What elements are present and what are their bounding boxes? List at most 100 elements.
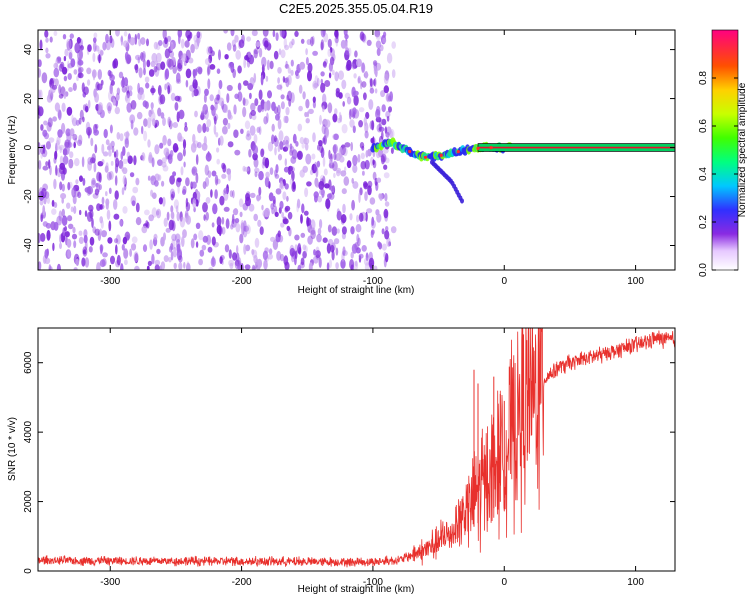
- noise-blob: [175, 205, 179, 213]
- noise-blob: [227, 109, 231, 115]
- noise-blob: [55, 142, 58, 153]
- noise-blob: [67, 182, 71, 191]
- noise-blob: [332, 133, 339, 140]
- noise-blob: [327, 102, 333, 114]
- noise-blob: [339, 114, 343, 123]
- noise-blob: [287, 67, 291, 74]
- noise-blob: [207, 78, 211, 90]
- noise-blob: [185, 215, 191, 225]
- noise-blob: [70, 206, 74, 213]
- noise-blob: [75, 258, 80, 266]
- noise-blob: [303, 137, 310, 145]
- noise-blob: [89, 236, 95, 246]
- noise-blob: [323, 168, 328, 176]
- noise-blob: [312, 100, 316, 109]
- noise-blob: [331, 226, 338, 236]
- noise-blob: [346, 59, 352, 71]
- noise-blob: [94, 188, 99, 196]
- colorbar-label: Normalized spectral amplitude: [737, 82, 748, 217]
- noise-blob: [249, 125, 256, 136]
- noise-blob: [172, 122, 179, 128]
- noise-blob: [198, 258, 204, 266]
- noise-blob: [241, 34, 245, 44]
- noise-blob: [97, 102, 104, 113]
- noise-blob: [248, 203, 255, 212]
- noise-blob: [381, 131, 384, 140]
- noise-blob: [237, 91, 243, 102]
- noise-blob: [201, 244, 207, 251]
- noise-blob: [121, 187, 125, 196]
- noise-blob: [216, 68, 221, 74]
- noise-blob: [314, 75, 319, 86]
- noise-blob: [51, 199, 55, 207]
- noise-blob: [72, 82, 77, 92]
- noise-blob: [215, 132, 219, 138]
- noise-blob: [195, 154, 199, 166]
- noise-blob: [328, 62, 333, 72]
- noise-blob: [284, 158, 287, 167]
- noise-blob: [195, 199, 199, 207]
- noise-blob: [227, 141, 234, 148]
- noise-blob: [146, 59, 151, 68]
- noise-blob: [88, 246, 93, 253]
- noise-blob: [254, 167, 260, 173]
- noise-blob: [203, 214, 206, 221]
- noise-blob: [75, 179, 79, 185]
- noise-blob: [176, 72, 181, 83]
- noise-blob: [79, 175, 83, 182]
- noise-blob: [68, 158, 74, 169]
- noise-blob: [374, 30, 381, 38]
- noise-blob: [307, 62, 313, 73]
- noise-blob: [207, 246, 213, 253]
- noise-blob: [243, 220, 247, 232]
- noise-blob: [116, 87, 121, 96]
- noise-blob: [57, 129, 63, 138]
- noise-blob: [69, 33, 75, 39]
- noise-blob: [142, 100, 148, 108]
- noise-blob: [343, 176, 350, 186]
- noise-blob: [163, 255, 169, 263]
- noise-blob: [343, 40, 348, 50]
- noise-blob: [335, 87, 340, 94]
- noise-blob: [202, 202, 208, 213]
- noise-blob: [86, 126, 92, 136]
- noise-blob: [151, 157, 155, 168]
- noise-blob: [192, 133, 196, 144]
- noise-blob: [203, 93, 207, 103]
- noise-blob: [62, 155, 69, 165]
- noise-blob: [61, 183, 65, 192]
- noise-blob: [291, 170, 295, 181]
- noise-blob: [190, 238, 195, 249]
- noise-blob: [256, 126, 261, 133]
- noise-blob: [368, 99, 374, 110]
- noise-blob: [232, 208, 239, 215]
- noise-blob: [284, 183, 289, 190]
- noise-blob: [169, 120, 173, 130]
- noise-blob: [184, 122, 188, 128]
- noise-blob: [177, 177, 182, 183]
- noise-blob: [179, 216, 186, 228]
- noise-blob: [282, 76, 286, 83]
- noise-blob: [299, 136, 305, 145]
- noise-blob: [227, 114, 233, 120]
- noise-blob: [159, 142, 164, 149]
- noise-blob: [322, 93, 327, 105]
- noise-blob: [309, 169, 314, 176]
- noise-blob: [142, 244, 148, 253]
- noise-blob: [190, 142, 197, 153]
- noise-blob: [60, 61, 65, 69]
- noise-blob: [39, 199, 44, 206]
- noise-blob: [79, 45, 84, 51]
- noise-blob: [288, 41, 293, 49]
- noise-blob: [331, 69, 335, 76]
- noise-blob: [227, 122, 231, 130]
- noise-blob: [45, 161, 49, 167]
- noise-blob: [304, 111, 308, 118]
- y-tick-label: 2000: [23, 490, 34, 513]
- noise-blob: [213, 124, 217, 135]
- noise-blob: [173, 246, 177, 258]
- noise-blob: [340, 214, 347, 224]
- noise-blob: [89, 157, 96, 164]
- noise-blob: [113, 213, 120, 220]
- noise-blob: [78, 49, 84, 59]
